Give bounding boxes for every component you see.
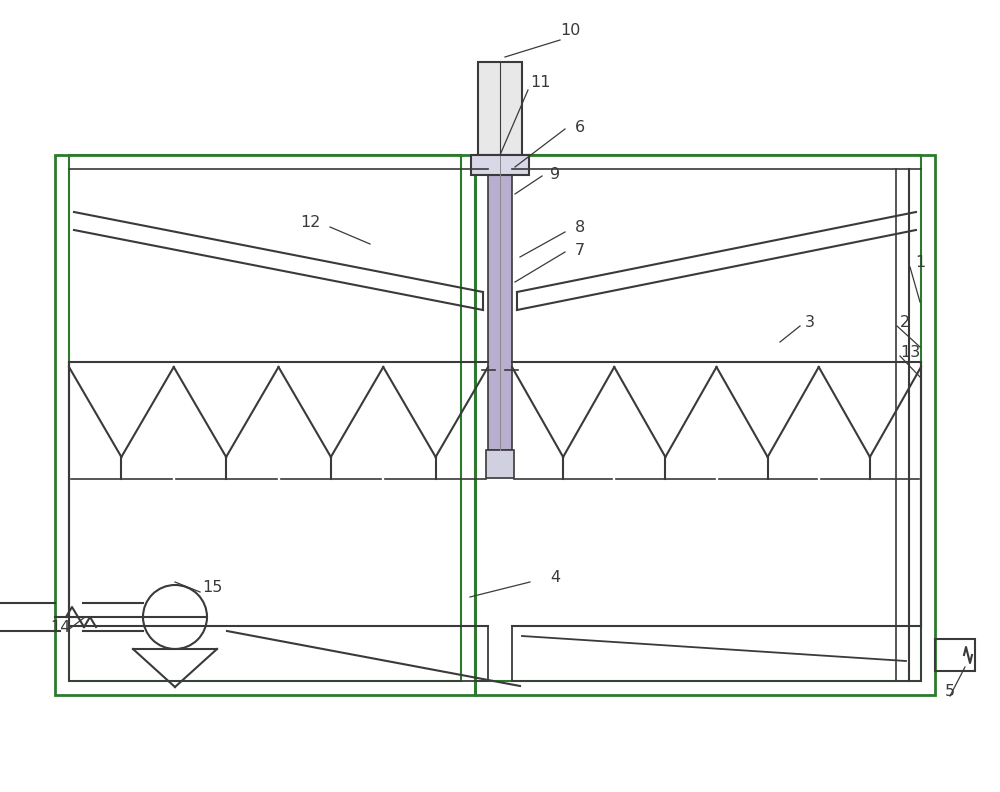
Bar (478, 62, 522, 155)
Bar (475, 155, 935, 695)
Text: 4: 4 (550, 569, 560, 584)
Text: 7: 7 (575, 242, 585, 257)
Text: 10: 10 (560, 22, 580, 37)
Text: 8: 8 (575, 219, 585, 234)
Bar (512, 626, 921, 681)
Bar (69, 626, 488, 681)
Text: 15: 15 (202, 580, 222, 595)
Bar (471, 155, 529, 175)
Text: 11: 11 (530, 74, 550, 89)
Text: 1: 1 (915, 254, 925, 269)
Text: 3: 3 (805, 314, 815, 329)
Bar (935, 639, 975, 671)
Text: 9: 9 (550, 166, 560, 181)
Bar (475, 155, 921, 681)
Text: 13: 13 (900, 345, 920, 360)
Text: 12: 12 (300, 215, 320, 230)
Bar (69, 155, 461, 681)
Bar (486, 450, 514, 478)
Text: 14: 14 (50, 619, 70, 634)
Bar (55, 155, 475, 695)
Text: 5: 5 (945, 684, 955, 699)
Text: 6: 6 (575, 120, 585, 135)
Bar (488, 155, 512, 450)
Text: 2: 2 (900, 314, 910, 329)
